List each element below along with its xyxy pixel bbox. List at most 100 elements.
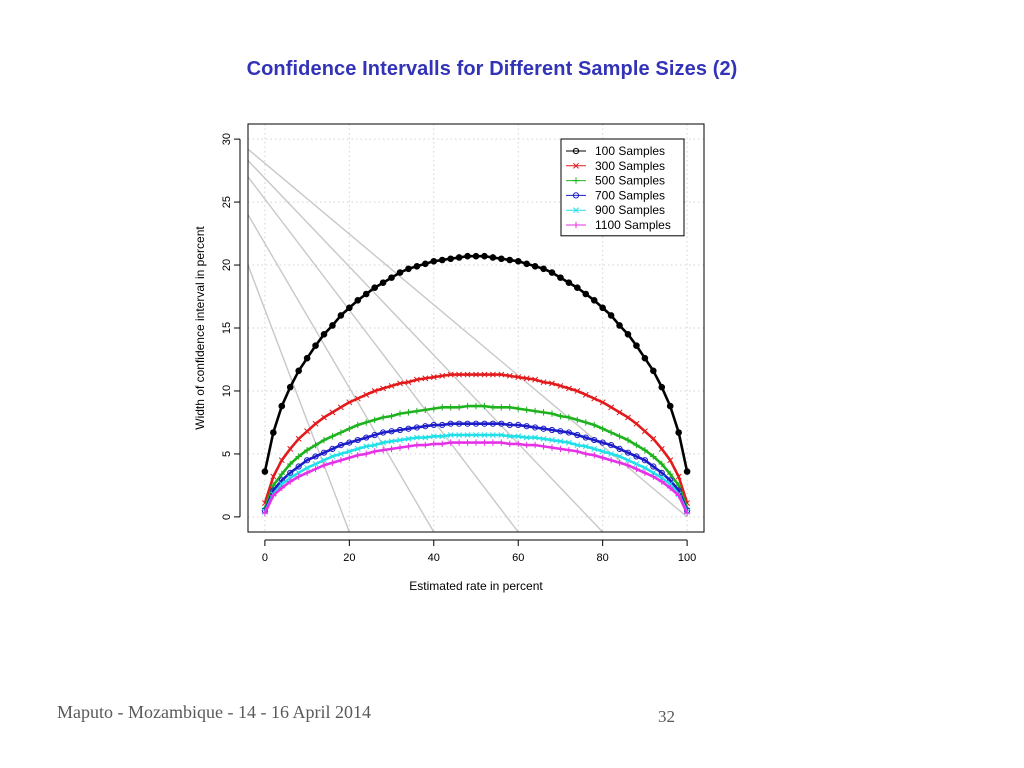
- data-point: [354, 445, 361, 452]
- data-point: [531, 407, 539, 415]
- data-point: [515, 440, 522, 448]
- data-point: [472, 439, 480, 446]
- data-point: [439, 433, 446, 440]
- data-point: [549, 380, 555, 387]
- data-point: [607, 312, 615, 319]
- data-point: [312, 461, 319, 467]
- data-point: [371, 448, 378, 455]
- data-point: [616, 445, 623, 452]
- data-point: [498, 420, 505, 427]
- data-point: [616, 433, 623, 440]
- data-point: [565, 279, 573, 286]
- data-point: [633, 342, 640, 349]
- data-point: [633, 453, 640, 460]
- data-point: [320, 330, 328, 338]
- data-point: [582, 443, 589, 450]
- data-point: [675, 429, 682, 436]
- series-group: [261, 252, 691, 517]
- data-point: [548, 444, 556, 451]
- data-point: [473, 432, 479, 438]
- data-point: [557, 428, 564, 435]
- data-point: [641, 354, 649, 362]
- data-point: [270, 473, 277, 480]
- data-point: [413, 262, 421, 270]
- x-tick-label: 20: [343, 552, 355, 564]
- data-point: [388, 438, 395, 445]
- data-point: [295, 453, 302, 460]
- data-point: [304, 428, 311, 435]
- data-point: [625, 457, 631, 464]
- data-point: [422, 375, 429, 382]
- data-point: [396, 444, 404, 451]
- data-point: [346, 425, 353, 432]
- x-tick-label: 80: [597, 552, 609, 564]
- data-point: [304, 464, 311, 471]
- data-point: [675, 492, 682, 499]
- legend-label: 500 Samples: [595, 174, 665, 188]
- data-point: [278, 470, 285, 478]
- data-point: [329, 445, 336, 452]
- data-point: [472, 420, 480, 427]
- data-point: [405, 379, 412, 386]
- data-point: [396, 269, 404, 276]
- x-axis: 0 20 40 60 80 100: [262, 539, 696, 564]
- data-point: [473, 371, 479, 378]
- data-point: [287, 460, 294, 468]
- data-point: [557, 412, 564, 420]
- data-point: [295, 435, 302, 442]
- data-point: [582, 450, 589, 458]
- data-point: [481, 432, 488, 438]
- data-point: [591, 445, 598, 452]
- data-point: [346, 399, 353, 406]
- data-point: [650, 463, 657, 470]
- x-tick-label: 60: [512, 552, 524, 564]
- y-tick-label: 20: [221, 259, 233, 271]
- data-point: [599, 448, 606, 455]
- data-point: [388, 274, 395, 281]
- data-point: [380, 429, 387, 436]
- data-point: [515, 405, 522, 412]
- data-point: [438, 256, 446, 264]
- data-point: [456, 371, 463, 378]
- data-point: [396, 410, 404, 417]
- data-point: [506, 421, 513, 429]
- data-point: [523, 441, 530, 449]
- data-point: [380, 385, 387, 392]
- series-900-samples: [261, 432, 691, 515]
- data-point: [658, 469, 665, 476]
- data-point: [582, 290, 590, 298]
- data-point: [354, 395, 361, 402]
- data-point: [607, 429, 615, 436]
- data-point: [472, 252, 480, 260]
- data-point: [498, 255, 505, 263]
- data-point: [346, 454, 353, 461]
- data-point: [388, 445, 395, 453]
- data-point: [337, 457, 345, 464]
- data-point: [320, 462, 328, 469]
- data-point: [430, 433, 437, 440]
- y-tick-label: 30: [221, 133, 233, 145]
- data-point: [379, 446, 387, 454]
- data-point: [489, 420, 496, 427]
- data-point: [430, 374, 437, 381]
- data-point: [481, 439, 488, 446]
- data-point: [625, 414, 631, 421]
- data-point: [337, 450, 344, 457]
- data-point: [557, 274, 564, 281]
- data-point: [658, 460, 665, 468]
- legend-label: 300 Samples: [595, 159, 665, 173]
- y-tick-label: 10: [221, 385, 233, 397]
- data-point: [371, 284, 378, 292]
- data-point: [303, 469, 311, 477]
- data-point: [270, 492, 277, 499]
- data-point: [658, 445, 665, 452]
- data-point: [608, 450, 615, 457]
- data-point: [599, 304, 606, 312]
- data-point: [396, 426, 404, 434]
- data-point: [371, 416, 378, 424]
- data-point: [430, 440, 437, 448]
- data-point: [506, 440, 513, 448]
- plot-frame: [247, 123, 705, 533]
- legend-marker: [573, 207, 579, 214]
